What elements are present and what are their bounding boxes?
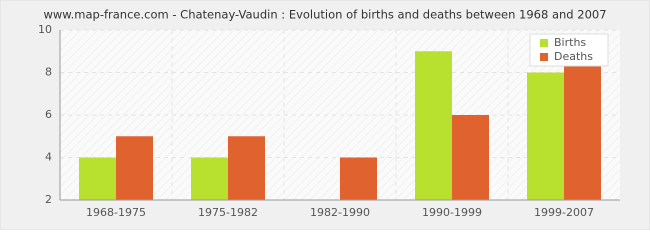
x-tick-label: 1982-1990 [310, 206, 370, 219]
bar [564, 61, 601, 200]
y-tick-label: 4 [45, 151, 52, 164]
bar [116, 136, 153, 200]
bar [527, 72, 564, 200]
bar [340, 157, 377, 200]
legend-swatch [540, 53, 548, 61]
x-tick-label: 1968-1975 [86, 206, 146, 219]
y-tick-label: 6 [45, 108, 52, 121]
bar [415, 51, 452, 200]
chart-title: www.map-france.com - Chatenay-Vaudin : E… [43, 8, 606, 22]
legend-label: Births [554, 36, 586, 49]
x-tick-label: 1999-2007 [534, 206, 594, 219]
legend-swatch [540, 39, 548, 47]
bar [79, 157, 116, 200]
bar [452, 115, 489, 200]
x-tick-label: 1990-1999 [422, 206, 482, 219]
y-tick-label: 10 [38, 23, 52, 36]
y-tick-label: 2 [45, 193, 52, 206]
bar [191, 157, 228, 200]
legend-label: Deaths [554, 50, 593, 63]
chart: www.map-france.com - Chatenay-Vaudin : E… [0, 0, 650, 230]
bar [228, 136, 265, 200]
x-tick-label: 1975-1982 [198, 206, 258, 219]
y-tick-label: 8 [45, 66, 52, 79]
